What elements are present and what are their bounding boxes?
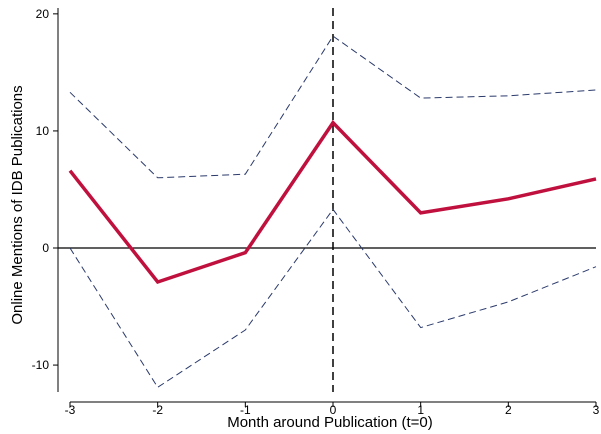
x-tick-label: -1 <box>240 403 251 417</box>
axes <box>53 8 597 407</box>
x-tick-label: -2 <box>152 403 163 417</box>
y-tick-label: 20 <box>36 7 50 21</box>
x-tick-label: 3 <box>593 403 600 417</box>
y-tick-label: 0 <box>42 241 49 255</box>
upper-ci-line <box>69 35 597 179</box>
y-axis-title: Online Mentions of IDB Publications <box>9 85 26 324</box>
lower-ci-line <box>69 208 597 388</box>
x-tick-label: 0 <box>330 403 337 417</box>
x-tick-label: -3 <box>65 403 76 417</box>
x-axis-title: Month around Publication (t=0) <box>227 414 433 431</box>
y-tick-label: 10 <box>36 124 50 138</box>
x-tick-label: 2 <box>505 403 512 417</box>
y-tick-label: -10 <box>32 358 50 372</box>
x-tick-label: 1 <box>417 403 424 417</box>
estimate-line <box>68 119 597 285</box>
series-group <box>68 35 597 388</box>
